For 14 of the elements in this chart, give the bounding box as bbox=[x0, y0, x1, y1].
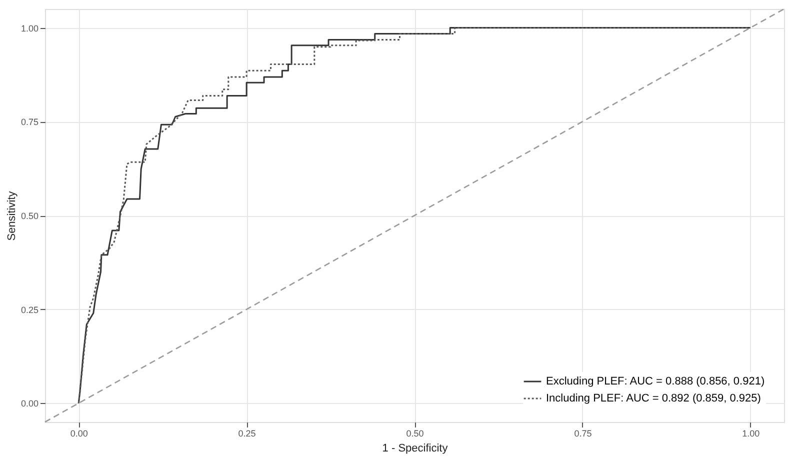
y-tick-label: 0.50 bbox=[20, 211, 38, 221]
x-axis-title: 1 - Specificity bbox=[382, 442, 448, 454]
x-tick-label: 1.00 bbox=[742, 428, 760, 438]
x-tick-label: 0.75 bbox=[574, 428, 592, 438]
legend-label: Including PLEF: AUC = 0.892 (0.859, 0.925) bbox=[546, 392, 761, 404]
y-tick-label: 0.00 bbox=[20, 398, 38, 409]
x-tick-label: 0.25 bbox=[238, 428, 256, 438]
x-tick-label: 0.50 bbox=[406, 428, 424, 438]
y-axis-title: Sensitivity bbox=[6, 190, 18, 241]
legend-label: Excluding PLEF: AUC = 0.888 (0.856, 0.921) bbox=[546, 376, 765, 388]
y-tick-label: 1.00 bbox=[20, 23, 38, 34]
x-tick-label: 0.00 bbox=[70, 428, 88, 438]
y-tick-label: 0.75 bbox=[20, 117, 38, 128]
y-tick-label: 0.25 bbox=[20, 304, 38, 315]
